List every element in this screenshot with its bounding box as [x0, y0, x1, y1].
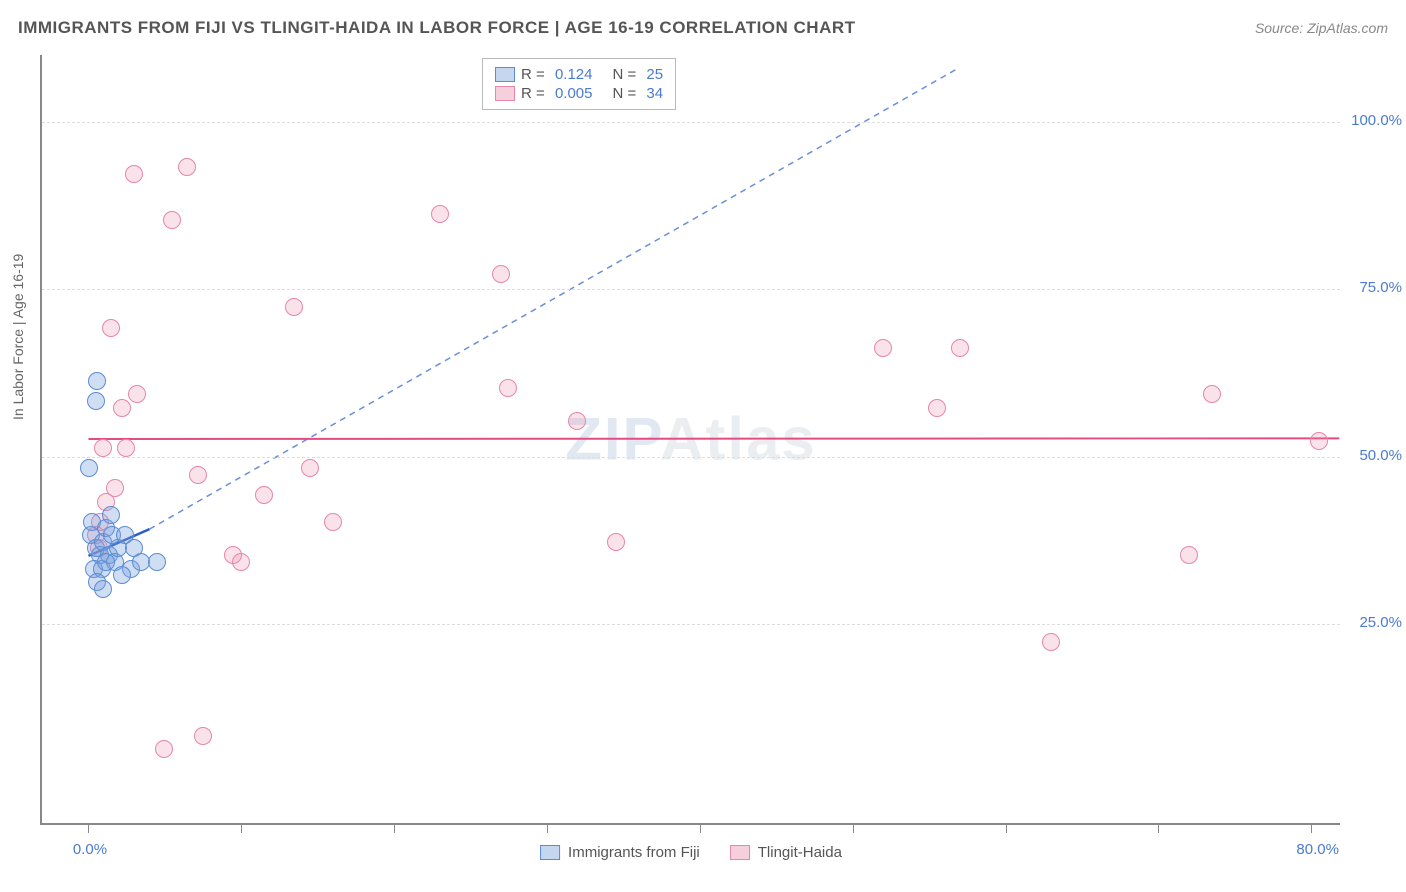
scatter-point [568, 412, 586, 430]
legend-label: Tlingit-Haida [758, 844, 842, 861]
x-tick [88, 823, 89, 833]
n-label: N = [612, 66, 640, 83]
x-tick [1311, 823, 1312, 833]
scatter-point [87, 392, 105, 410]
scatter-point [1042, 633, 1060, 651]
legend-label: Immigrants from Fiji [568, 844, 700, 861]
scatter-point [94, 439, 112, 457]
legend-swatch [495, 67, 515, 82]
scatter-point [80, 459, 98, 477]
scatter-point [102, 506, 120, 524]
scatter-point [189, 466, 207, 484]
legend-row: R = 0.005 N = 34 [495, 85, 663, 102]
legend-swatch [730, 845, 750, 860]
x-tick-label: 80.0% [1296, 841, 1339, 858]
scatter-point [88, 372, 106, 390]
scatter-point [499, 379, 517, 397]
source-label: Source: ZipAtlas.com [1255, 20, 1388, 36]
trend-lines [42, 55, 1340, 823]
chart-title: IMMIGRANTS FROM FIJI VS TLINGIT-HAIDA IN… [18, 18, 856, 38]
scatter-point [324, 513, 342, 531]
x-tick [1006, 823, 1007, 833]
x-tick [547, 823, 548, 833]
scatter-point [255, 486, 273, 504]
scatter-point [148, 553, 166, 571]
scatter-point [1310, 432, 1328, 450]
scatter-point [117, 439, 135, 457]
legend-bottom-item: Immigrants from Fiji [540, 844, 700, 861]
scatter-point [951, 339, 969, 357]
x-tick-label: 0.0% [73, 841, 107, 858]
r-label: R = [521, 66, 549, 83]
legend-row: R = 0.124 N = 25 [495, 66, 663, 83]
scatter-point [492, 265, 510, 283]
r-value: 0.124 [555, 66, 593, 83]
n-label: N = [612, 85, 640, 102]
chart-area: ZIPAtlas R = 0.124 N = 25 R = 0.005 N = … [40, 55, 1340, 825]
scatter-point [431, 205, 449, 223]
watermark: ZIPAtlas [565, 405, 817, 474]
scatter-point [928, 399, 946, 417]
gridline-h [42, 289, 1340, 290]
legend-swatch [540, 845, 560, 860]
title-bar: IMMIGRANTS FROM FIJI VS TLINGIT-HAIDA IN… [18, 18, 1388, 38]
scatter-point [97, 553, 115, 571]
y-tick-label: 100.0% [1351, 112, 1402, 129]
scatter-point [102, 319, 120, 337]
scatter-point [232, 553, 250, 571]
y-tick-label: 25.0% [1359, 614, 1402, 631]
scatter-point [163, 211, 181, 229]
scatter-point [301, 459, 319, 477]
x-tick [241, 823, 242, 833]
y-tick-label: 50.0% [1359, 447, 1402, 464]
legend-bottom: Immigrants from Fiji Tlingit-Haida [540, 844, 842, 861]
r-value: 0.005 [555, 85, 593, 102]
x-tick [700, 823, 701, 833]
legend-swatch [495, 86, 515, 101]
y-tick-label: 75.0% [1359, 279, 1402, 296]
scatter-point [155, 740, 173, 758]
scatter-point [874, 339, 892, 357]
scatter-point [285, 298, 303, 316]
n-value: 34 [646, 85, 663, 102]
y-axis-label: In Labor Force | Age 16-19 [10, 254, 26, 420]
scatter-point [113, 399, 131, 417]
legend-top: R = 0.124 N = 25 R = 0.005 N = 34 [482, 58, 676, 110]
gridline-h [42, 624, 1340, 625]
scatter-point [607, 533, 625, 551]
scatter-point [194, 727, 212, 745]
legend-bottom-item: Tlingit-Haida [730, 844, 842, 861]
x-tick [394, 823, 395, 833]
gridline-h [42, 457, 1340, 458]
gridline-h [42, 122, 1340, 123]
scatter-point [94, 580, 112, 598]
scatter-point [1180, 546, 1198, 564]
scatter-point [1203, 385, 1221, 403]
n-value: 25 [646, 66, 663, 83]
scatter-point [113, 566, 131, 584]
x-tick [1158, 823, 1159, 833]
scatter-point [125, 165, 143, 183]
scatter-point [128, 385, 146, 403]
scatter-point [178, 158, 196, 176]
r-label: R = [521, 85, 549, 102]
x-tick [853, 823, 854, 833]
